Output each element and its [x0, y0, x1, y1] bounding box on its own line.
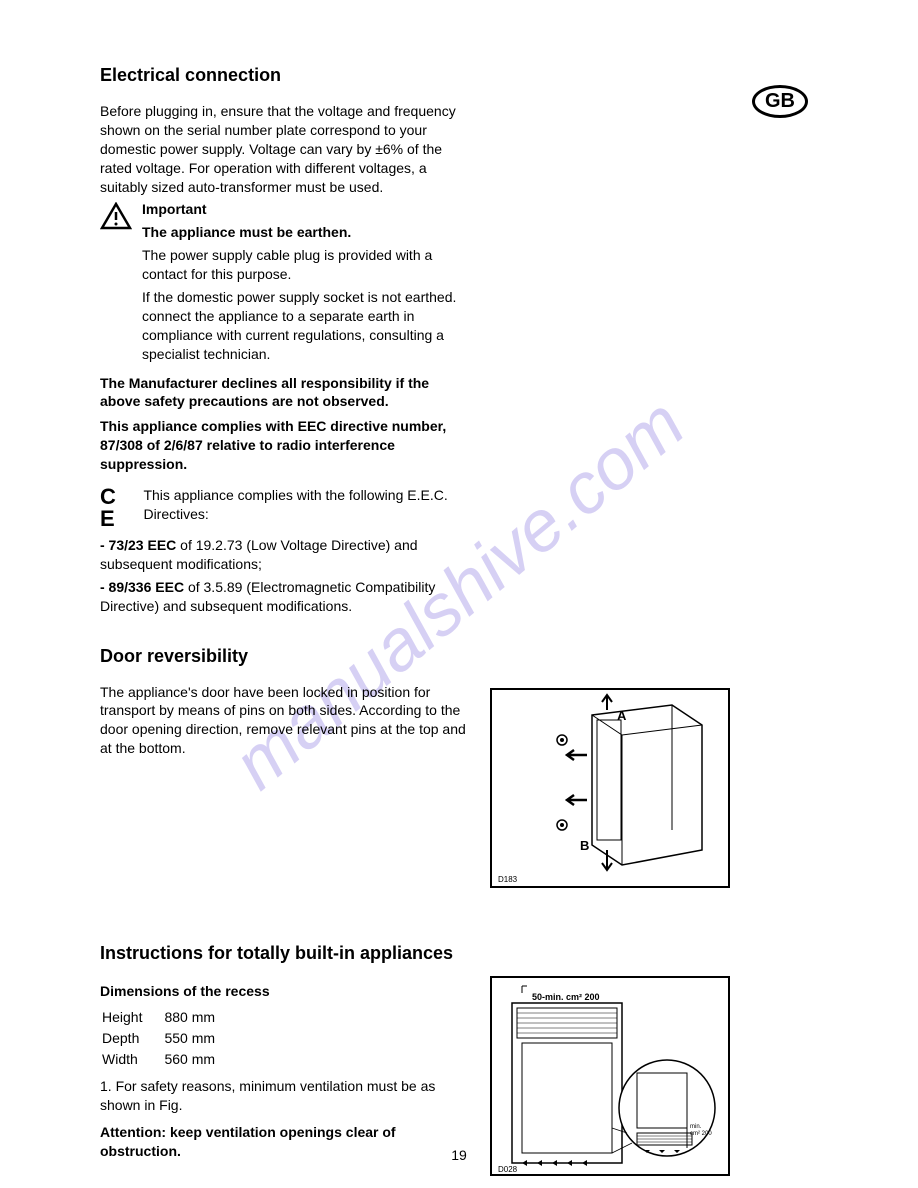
- dir2-bold: - 89/336 EEC: [100, 579, 184, 595]
- disclaimer2: This appliance complies with EEC directi…: [100, 417, 470, 474]
- diagram-small-label: min.: [690, 1124, 702, 1130]
- important-bold: The appliance must be earthen.: [142, 223, 470, 242]
- diagram-label-a: A: [617, 708, 627, 723]
- heading-builtin: Instructions for totally built-in applia…: [100, 943, 818, 964]
- dim-height-val: 880 mm: [164, 1008, 235, 1027]
- safety-note: 1. For safety reasons, minimum ventilati…: [100, 1077, 470, 1115]
- electrical-intro: Before plugging in, ensure that the volt…: [100, 102, 470, 196]
- diagram-top-label: 50-min. cm² 200: [532, 992, 600, 1002]
- dim-depth-val: 550 mm: [164, 1029, 235, 1048]
- dim-width-val: 560 mm: [164, 1050, 235, 1069]
- ce-mark-icon: C E: [100, 486, 129, 530]
- directive-1: - 73/23 EEC of 19.2.73 (Low Voltage Dire…: [100, 536, 470, 574]
- heading-electrical: Electrical connection: [100, 65, 818, 86]
- builtin-diagram: 50-min. cm² 200 min. cm² 200: [490, 976, 730, 1176]
- important-text2: If the domestic power supply socket is n…: [142, 288, 470, 364]
- warning-icon: [100, 202, 132, 367]
- directive-2: - 89/336 EEC of 3.5.89 (Electromagnetic …: [100, 578, 470, 616]
- important-text1: The power supply cable plug is provided …: [142, 246, 470, 284]
- dimensions-heading: Dimensions of the recess: [100, 982, 470, 1001]
- door-text: The appliance's door have been locked in…: [100, 683, 470, 759]
- dimensions-table: Height 880 mm Depth 550 mm Width 560 mm: [100, 1006, 237, 1071]
- diagram-label-b: B: [580, 838, 589, 853]
- dim-width-label: Width: [102, 1050, 162, 1069]
- important-label: Important: [142, 200, 470, 219]
- door-diagram: A B D183: [490, 688, 730, 888]
- dir1-bold: - 73/23 EEC: [100, 537, 176, 553]
- section-electrical: Electrical connection Before plugging in…: [100, 65, 818, 616]
- disclaimer1: The Manufacturer declines all responsibi…: [100, 374, 470, 412]
- dim-depth-label: Depth: [102, 1029, 162, 1048]
- svg-text:cm² 200: cm² 200: [690, 1131, 712, 1137]
- section-builtin: Instructions for totally built-in applia…: [100, 943, 818, 1176]
- attention-text: Attention: keep ventilation openings cle…: [100, 1123, 470, 1161]
- diagram-code-2: D028: [498, 1165, 518, 1174]
- section-door: Door reversibility The appliance's door …: [100, 646, 818, 888]
- dim-height-label: Height: [102, 1008, 162, 1027]
- diagram-code-1: D183: [498, 875, 518, 884]
- ce-text: This appliance complies with the followi…: [143, 486, 470, 526]
- heading-door: Door reversibility: [100, 646, 818, 667]
